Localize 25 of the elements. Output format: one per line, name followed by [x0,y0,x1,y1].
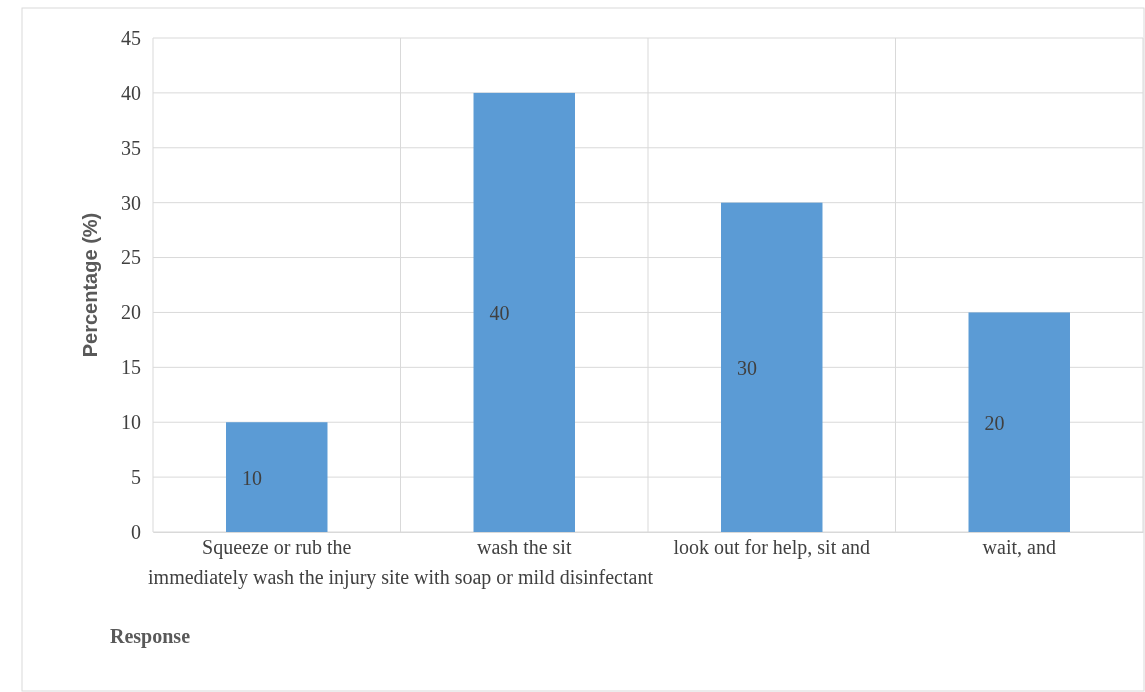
y-tick-label: 35 [121,136,141,159]
y-axis-title: Percentage (%) [79,212,101,358]
x-tick-label: Squeeze or rub the [202,536,352,560]
y-tick-label: 30 [121,191,141,214]
x-tick-label: wait, and [982,536,1056,559]
y-tick-label: 25 [121,246,141,269]
data-label: 30 [737,357,758,380]
y-tick-label: 20 [121,301,141,324]
bar [226,422,328,532]
data-label: 40 [489,302,510,325]
x-tick-label: look out for help, sit and [673,536,871,560]
data-label: 20 [984,412,1005,435]
x-axis-title: Response [110,625,191,648]
bar [968,312,1070,532]
x-tick-label: wash the sit [477,536,572,559]
y-tick-label: 0 [131,520,141,543]
text: immediately wash the injury site with soap or mild disinfectant [148,566,654,589]
y-tick-label: 15 [121,356,141,379]
y-tick-label: 5 [131,466,141,489]
bar [473,92,575,532]
data-label: 10 [242,467,263,490]
bar [721,202,823,532]
y-tick-label: 40 [121,81,141,104]
y-tick-label: 45 [121,26,141,49]
y-tick-label: 10 [121,411,141,434]
